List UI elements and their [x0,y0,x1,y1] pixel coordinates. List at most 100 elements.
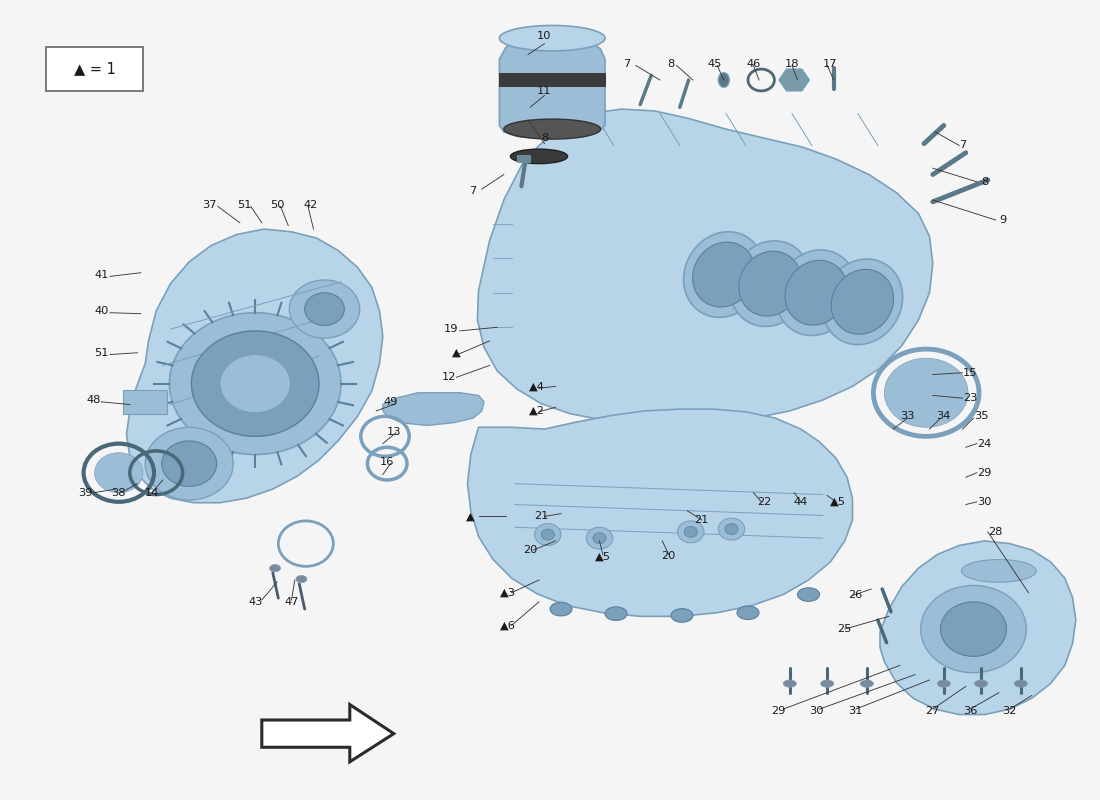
Text: 35: 35 [974,411,989,422]
Text: 32: 32 [1002,706,1018,716]
Ellipse shape [860,680,873,687]
Ellipse shape [718,73,729,87]
Text: 29: 29 [771,706,786,716]
Text: 44: 44 [794,497,807,507]
Text: 12: 12 [441,372,456,382]
Ellipse shape [737,606,759,619]
Circle shape [145,427,233,500]
Text: 46: 46 [747,58,760,69]
Text: 15: 15 [962,368,978,378]
Text: 17: 17 [823,58,838,69]
Text: 47: 47 [284,597,299,607]
Text: 48: 48 [86,395,101,405]
Polygon shape [468,409,852,616]
Text: 51: 51 [94,348,109,358]
Text: 16: 16 [379,457,395,467]
Text: 14: 14 [144,488,159,498]
Polygon shape [499,34,605,138]
Text: 38: 38 [111,488,126,498]
Text: 23: 23 [962,393,978,403]
Text: 29: 29 [977,468,992,478]
Ellipse shape [499,26,605,51]
Text: 30: 30 [808,706,824,716]
Text: 20: 20 [522,545,538,555]
Bar [123,390,167,414]
Circle shape [541,529,554,540]
Text: 19: 19 [443,324,459,334]
Circle shape [921,586,1026,673]
Bar [517,154,530,162]
Text: ▲5: ▲5 [595,551,610,562]
Text: 37: 37 [201,199,217,210]
Text: 40: 40 [94,306,109,316]
Text: 9: 9 [1000,215,1006,225]
Text: 34: 34 [936,411,952,422]
Text: ▲ = 1: ▲ = 1 [74,62,116,77]
Ellipse shape [605,607,627,621]
Text: 51: 51 [236,199,252,210]
Ellipse shape [783,680,796,687]
Ellipse shape [510,149,568,164]
Text: 33: 33 [900,411,915,422]
Polygon shape [477,109,933,425]
Text: 27: 27 [925,706,940,716]
Circle shape [169,313,341,454]
Text: 21: 21 [534,511,549,522]
Ellipse shape [832,270,893,334]
Circle shape [884,358,968,427]
Circle shape [593,533,606,544]
Ellipse shape [821,680,834,687]
Ellipse shape [693,242,755,307]
Ellipse shape [296,575,307,582]
Text: 24: 24 [978,438,991,449]
Text: ▲5: ▲5 [830,497,846,507]
Ellipse shape [961,559,1036,582]
Text: 7: 7 [959,141,966,150]
Circle shape [684,526,697,538]
Text: 31: 31 [848,706,864,716]
Text: ▲6: ▲6 [500,621,516,630]
Circle shape [220,354,290,413]
Polygon shape [880,541,1076,714]
Circle shape [162,441,217,486]
Text: ▲: ▲ [466,511,475,522]
Text: 49: 49 [383,397,398,407]
Circle shape [535,524,561,546]
Text: 22: 22 [758,497,771,507]
Text: 50: 50 [270,199,285,210]
Text: 8: 8 [668,58,674,69]
Ellipse shape [785,260,847,325]
Ellipse shape [975,680,988,687]
Text: 7: 7 [470,186,476,196]
Polygon shape [383,393,484,426]
Circle shape [95,453,143,493]
Polygon shape [499,73,605,86]
Text: 21: 21 [694,515,710,525]
Text: 8: 8 [541,133,548,143]
Text: 7: 7 [624,58,630,69]
Text: 41: 41 [94,270,109,279]
Circle shape [678,521,704,542]
Text: 25: 25 [837,624,852,634]
Ellipse shape [776,250,857,335]
Ellipse shape [822,259,903,345]
Text: ▲2: ▲2 [529,406,544,416]
Ellipse shape [937,680,950,687]
Polygon shape [262,705,394,762]
Polygon shape [126,229,383,502]
Text: 45: 45 [707,58,723,69]
FancyBboxPatch shape [46,47,143,91]
Ellipse shape [729,241,811,326]
Ellipse shape [1014,680,1027,687]
Circle shape [940,602,1006,656]
Text: 18: 18 [784,58,800,69]
Text: 13: 13 [386,427,402,437]
Ellipse shape [270,565,280,572]
Circle shape [289,280,360,338]
Polygon shape [779,69,810,91]
Circle shape [191,331,319,436]
Text: 30: 30 [977,497,992,507]
Text: 43: 43 [248,597,263,607]
Ellipse shape [683,232,764,318]
Circle shape [725,524,738,534]
